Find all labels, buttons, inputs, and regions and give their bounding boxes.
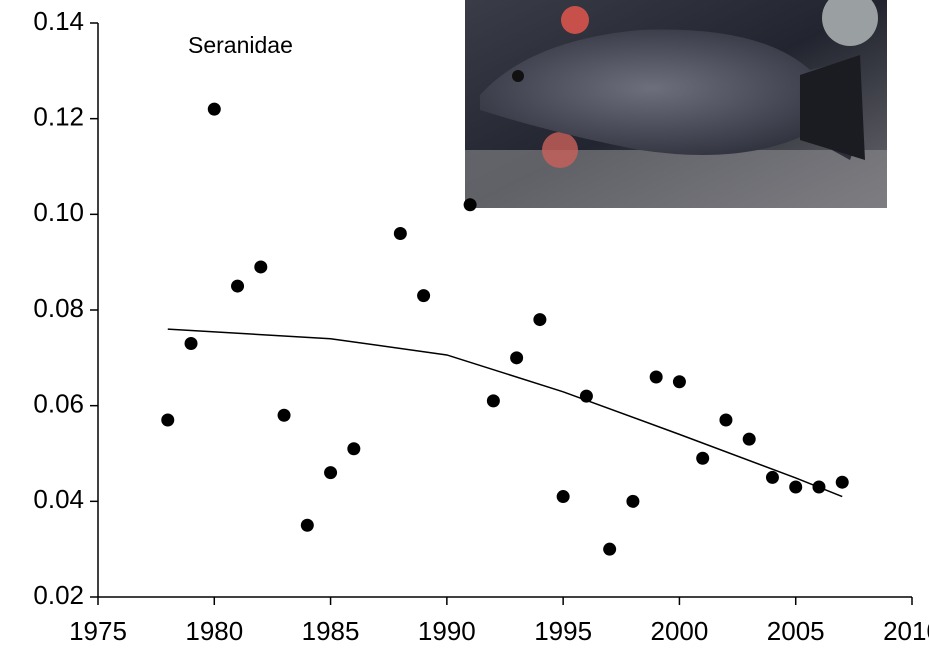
x-tick-label: 1990	[418, 616, 476, 646]
x-tick-label: 1980	[185, 616, 243, 646]
data-point	[696, 451, 710, 465]
data-point	[463, 198, 477, 212]
data-point	[231, 279, 245, 293]
data-point	[533, 313, 547, 327]
data-point	[603, 542, 617, 556]
x-tick-label: 1975	[69, 616, 127, 646]
data-point	[277, 408, 291, 422]
data-point	[300, 518, 314, 532]
data-point	[254, 260, 268, 274]
data-point	[556, 490, 570, 504]
y-tick-label: 0.10	[33, 197, 84, 227]
data-point	[672, 375, 686, 389]
data-point	[510, 351, 524, 365]
data-point	[324, 466, 338, 480]
x-tick-label: 2000	[651, 616, 709, 646]
data-point	[742, 432, 756, 446]
y-tick-label: 0.12	[33, 102, 84, 132]
data-point	[812, 480, 826, 494]
photo-inset	[465, 0, 887, 208]
x-tick-label: 1985	[302, 616, 360, 646]
data-point	[417, 289, 431, 303]
trend-line	[167, 328, 843, 498]
x-tick-label: 1995	[534, 616, 592, 646]
data-point	[347, 442, 361, 456]
y-tick-label: 0.06	[33, 389, 84, 419]
data-point	[579, 389, 593, 403]
y-tick-label: 0.14	[33, 6, 84, 36]
y-tick-label: 0.04	[33, 484, 84, 514]
data-point	[184, 336, 198, 350]
chart-title: Seranidae	[188, 32, 293, 58]
data-point	[789, 480, 803, 494]
data-point	[835, 475, 849, 489]
y-tick-label: 0.08	[33, 293, 84, 323]
data-point	[486, 394, 500, 408]
data-point	[161, 413, 175, 427]
y-tick-label: 0.02	[33, 580, 84, 610]
data-point	[626, 494, 640, 508]
data-point	[765, 470, 779, 484]
data-point	[393, 226, 407, 240]
data-point	[649, 370, 663, 384]
x-tick-label: 2005	[767, 616, 825, 646]
data-point	[207, 102, 221, 116]
data-point	[719, 413, 733, 427]
x-tick-label: 2010	[883, 616, 929, 646]
